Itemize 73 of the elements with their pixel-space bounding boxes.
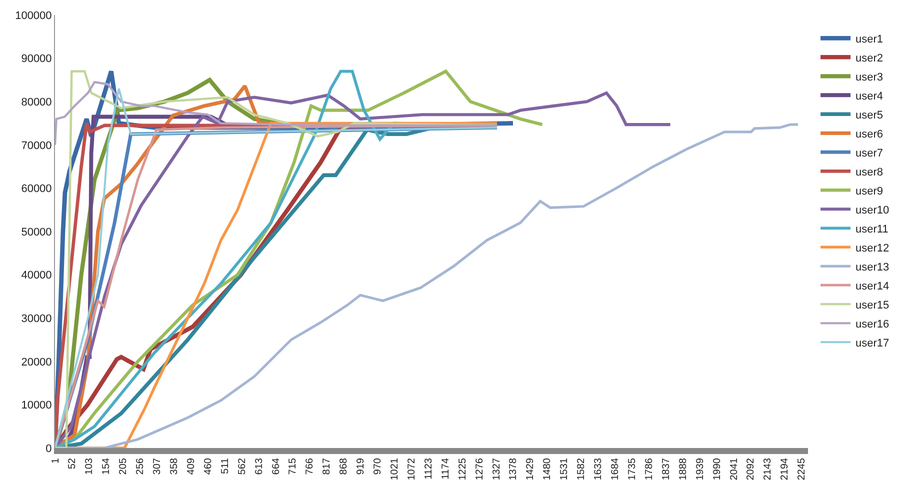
x-tick-label: 511: [220, 458, 231, 474]
legend-label: user13: [856, 261, 890, 274]
legend-label: user6: [856, 128, 884, 140]
legend-label: user3: [856, 71, 884, 84]
legend-label: user9: [856, 185, 884, 198]
y-tick-label: 100000: [15, 10, 52, 22]
legend-label: user14: [856, 280, 890, 292]
y-tick-label: 90000: [21, 53, 52, 66]
legend-label: user8: [856, 166, 884, 178]
x-tick-label: 1174: [440, 458, 452, 480]
x-tick-label: 1: [50, 458, 62, 464]
x-tick-label: 1837: [660, 458, 672, 480]
y-tick-label: 50000: [21, 226, 52, 238]
y-tick-label: 0: [46, 442, 52, 455]
y-tick-label: 10000: [21, 400, 52, 412]
x-tick-label: 715: [288, 458, 299, 475]
x-tick-label: 664: [270, 458, 282, 475]
x-tick-label: 868: [338, 458, 350, 475]
x-tick-label: 817: [322, 458, 333, 475]
y-tick-label: 80000: [21, 96, 52, 108]
legend-label: user4: [856, 90, 884, 102]
x-tick-label: 1072: [406, 458, 418, 480]
legend-label: user1: [856, 33, 884, 46]
x-tick-label: 358: [168, 458, 180, 475]
x-tick-label: 1990: [712, 458, 723, 480]
legend-label: user16: [856, 318, 890, 330]
y-tick-label: 40000: [21, 270, 52, 282]
x-tick-label: 1939: [694, 458, 706, 480]
y-tick-label: 60000: [21, 183, 52, 196]
x-tick-label: 154: [101, 458, 112, 475]
x-tick-label: 307: [152, 458, 164, 475]
x-tick-label: 1021: [390, 458, 400, 480]
x-tick-label: 766: [304, 458, 316, 475]
x-tick-label: 1684: [610, 458, 622, 480]
x-tick-label: 1225: [457, 458, 468, 480]
x-tick-label: 2041: [728, 458, 740, 480]
x-tick-label: 970: [372, 458, 384, 475]
legend-label: user17: [856, 337, 890, 350]
x-tick-label: 1633: [593, 458, 604, 480]
legend-label: user15: [856, 299, 890, 312]
x-tick-label: 919: [356, 458, 367, 475]
x-tick-label: 1786: [644, 458, 655, 480]
x-tick-label: 409: [186, 458, 197, 475]
legend-label: user2: [856, 52, 884, 64]
x-tick-label: 1888: [678, 458, 689, 480]
x-tick-label: 562: [236, 458, 248, 475]
legend-label: user7: [856, 147, 884, 160]
legend-label: user10: [856, 204, 890, 216]
x-tick-label: 1378: [508, 458, 520, 480]
x-tick-label: 1123: [423, 458, 434, 480]
x-tick-label: 2194: [780, 458, 791, 480]
x-tick-label: 2143: [762, 458, 774, 480]
x-tick-label: 205: [118, 458, 130, 475]
x-tick-label: 613: [254, 458, 265, 475]
x-tick-label: 1582: [576, 458, 588, 480]
x-tick-label: 1429: [525, 458, 536, 480]
legend-label: user12: [856, 242, 890, 254]
x-tick-label: 2092: [746, 458, 757, 480]
x-tick-label: 52: [67, 458, 78, 470]
y-tick-label: 20000: [21, 356, 52, 368]
x-tick-label: 1327: [491, 458, 502, 480]
x-tick-label: 1276: [474, 458, 486, 480]
y-tick-label: 30000: [21, 312, 52, 325]
legend-label: user5: [856, 109, 884, 122]
x-tick-label: 1735: [626, 458, 638, 480]
x-tick-label: 2245: [796, 458, 808, 480]
x-tick-label: 256: [135, 458, 146, 475]
x-tick-label: 103: [84, 458, 96, 475]
x-tick-label: 460: [202, 458, 214, 475]
x-tick-label: 1480: [542, 458, 554, 480]
legend-label: user11: [856, 223, 888, 236]
x-tick-label: 1531: [559, 458, 570, 480]
y-tick-label: 70000: [21, 140, 52, 152]
